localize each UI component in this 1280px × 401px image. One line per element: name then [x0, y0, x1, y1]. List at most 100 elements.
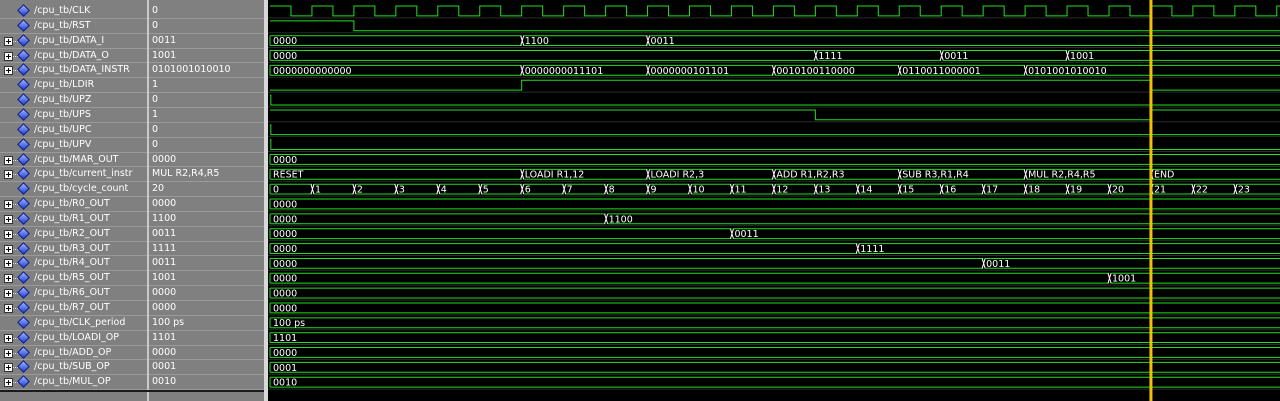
expand-icon[interactable] — [4, 214, 13, 224]
signal-row[interactable]: /cpu_tb/SUB_OP — [0, 360, 147, 375]
signal-row[interactable]: /cpu_tb/UPZ — [0, 93, 147, 108]
bus-transition-mark — [1023, 169, 1028, 180]
signal-row[interactable]: /cpu_tb/MUL_OP — [0, 375, 147, 390]
tree-connector — [13, 233, 18, 235]
signal-value-row: 0011 — [149, 34, 264, 49]
signal-name: /cpu_tb/CLK — [34, 5, 91, 16]
bus-value-label: 2 — [357, 185, 363, 196]
row-separator — [0, 62, 147, 64]
expand-icon[interactable] — [4, 304, 13, 313]
signal-row[interactable]: /cpu_tb/UPV — [0, 137, 147, 153]
signal-row[interactable]: /cpu_tb/UPS — [0, 108, 147, 123]
expand-icon[interactable] — [4, 378, 13, 388]
row-separator — [0, 136, 147, 138]
signal-value: 0011 — [152, 257, 177, 269]
bus-transition-mark — [1023, 65, 1028, 76]
bus-transition-mark — [352, 184, 357, 195]
row-separator — [0, 359, 147, 361]
tree-connector — [13, 204, 18, 206]
signal-value: 1001 — [152, 49, 177, 61]
signal-diamond-icon — [17, 271, 30, 285]
signal-value-row: 1001 — [149, 271, 264, 286]
signal-row[interactable]: /cpu_tb/R3_OUT — [0, 241, 147, 257]
expand-icon[interactable] — [4, 348, 13, 358]
signal-row[interactable]: /cpu_tb/MAR_OUT — [0, 152, 147, 168]
expand-icon[interactable] — [4, 51, 13, 61]
expand-icon[interactable] — [4, 36, 13, 46]
signal-name: /cpu_tb/R4_OUT — [34, 257, 110, 269]
signal-diamond-icon — [17, 256, 30, 270]
values-wave-divider[interactable] — [264, 0, 268, 401]
signal-row[interactable]: /cpu_tb/R1_OUT — [0, 212, 147, 227]
signal-row[interactable]: /cpu_tb/RST — [0, 18, 147, 34]
row-separator — [0, 121, 147, 123]
signal-value-row: 0 — [149, 93, 264, 108]
row-separator — [0, 255, 147, 257]
waveform-pane[interactable]: 0000 1100 00110000 1111 0011 1001000000000000… — [268, 0, 1280, 401]
expand-icon[interactable] — [4, 289, 13, 299]
signal-row[interactable]: /cpu_tb/DATA_O — [0, 48, 147, 64]
tree-connector — [13, 70, 18, 72]
bus-value-label: 20 — [1112, 185, 1124, 196]
signal-row[interactable]: /cpu_tb/R6_OUT — [0, 286, 147, 301]
tree-connector — [13, 174, 18, 176]
row-separator — [0, 300, 147, 301]
signal-name: /cpu_tb/LOADI_OP — [34, 331, 120, 343]
bus-value-label: 1100 — [525, 36, 549, 47]
signal-value: 0011 — [152, 34, 177, 46]
signal-row[interactable]: /cpu_tb/cycle_count — [0, 182, 147, 197]
signal-row[interactable]: /cpu_tb/current_instr — [0, 167, 147, 182]
clock-waveform — [270, 5, 1280, 17]
expand-icon[interactable] — [4, 155, 13, 165]
signal-row[interactable]: /cpu_tb/R0_OUT — [0, 197, 147, 212]
signal-row[interactable]: /cpu_tb/LDIR — [0, 78, 147, 93]
expand-icon[interactable] — [4, 333, 13, 343]
signal-value-row: 1001 — [149, 49, 264, 64]
expand-icon[interactable] — [4, 200, 13, 210]
signal-value: 0000 — [152, 198, 177, 210]
expand-icon[interactable] — [4, 259, 13, 269]
signal-row[interactable]: /cpu_tb/DATA_I — [0, 33, 147, 49]
bus-transition-mark — [1233, 184, 1238, 195]
signal-row[interactable]: /cpu_tb/LOADI_OP — [0, 330, 147, 346]
bus-value-label: 0000 — [273, 274, 297, 285]
bit-waveform — [270, 94, 1280, 106]
bus-transition-mark — [813, 184, 818, 195]
signal-name: /cpu_tb/LDIR — [34, 79, 95, 91]
signal-row[interactable]: /cpu_tb/R7_OUT — [0, 301, 147, 316]
signal-row[interactable]: /cpu_tb/CLK — [0, 4, 147, 19]
signal-row[interactable]: /cpu_tb/R2_OUT — [0, 226, 147, 242]
signal-row[interactable]: /cpu_tb/ADD_OP — [0, 345, 147, 361]
row-separator — [149, 77, 264, 79]
tree-connector — [13, 218, 18, 220]
bus-value-label: 0011 — [651, 36, 675, 47]
row-separator — [149, 255, 264, 257]
bus-transition-mark — [646, 169, 651, 180]
row-separator — [149, 136, 264, 138]
bus-value-label: END — [1154, 170, 1174, 181]
tree-connector — [13, 367, 18, 369]
signal-diamond-icon — [17, 18, 30, 32]
expand-icon[interactable] — [4, 229, 13, 239]
signal-row[interactable]: /cpu_tb/DATA_INSTR — [0, 63, 147, 78]
signal-row[interactable]: /cpu_tb/CLK_period — [0, 315, 147, 331]
signal-diamond-icon — [17, 108, 30, 121]
signal-name: /cpu_tb/CLK_period — [34, 316, 126, 328]
expand-icon[interactable] — [4, 363, 13, 373]
expand-icon[interactable] — [4, 170, 13, 180]
signal-row[interactable]: /cpu_tb/R5_OUT — [0, 271, 147, 286]
row-separator — [0, 151, 147, 153]
row-separator — [0, 314, 147, 316]
names-values-divider[interactable] — [147, 0, 149, 401]
expand-icon[interactable] — [4, 274, 13, 284]
signal-value-row: 0000 — [149, 286, 264, 301]
row-separator — [149, 329, 264, 331]
bus-value-label: 14 — [860, 185, 872, 196]
signal-row[interactable]: /cpu_tb/UPC — [0, 122, 147, 138]
signal-value-row: 20 — [149, 182, 264, 197]
expand-icon[interactable] — [4, 66, 13, 76]
bus-transition-mark — [1065, 184, 1070, 195]
expand-icon[interactable] — [4, 244, 13, 254]
bus-value-label: MUL R2,R4,R5 — [1028, 170, 1095, 181]
signal-row[interactable]: /cpu_tb/R4_OUT — [0, 256, 147, 271]
